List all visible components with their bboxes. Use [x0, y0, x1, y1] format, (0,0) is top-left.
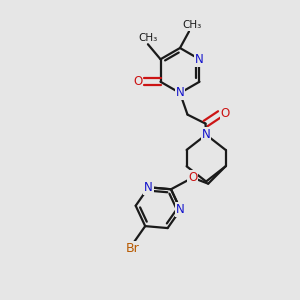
Text: CH₃: CH₃ [138, 33, 158, 43]
Text: N: N [195, 53, 204, 66]
Text: CH₃: CH₃ [182, 20, 202, 30]
Text: N: N [176, 86, 184, 100]
Text: N: N [176, 203, 185, 216]
Text: Br: Br [126, 242, 140, 255]
Text: N: N [144, 181, 153, 194]
Text: O: O [134, 75, 142, 88]
Text: O: O [221, 107, 230, 120]
Text: N: N [202, 128, 211, 141]
Text: O: O [188, 171, 197, 184]
